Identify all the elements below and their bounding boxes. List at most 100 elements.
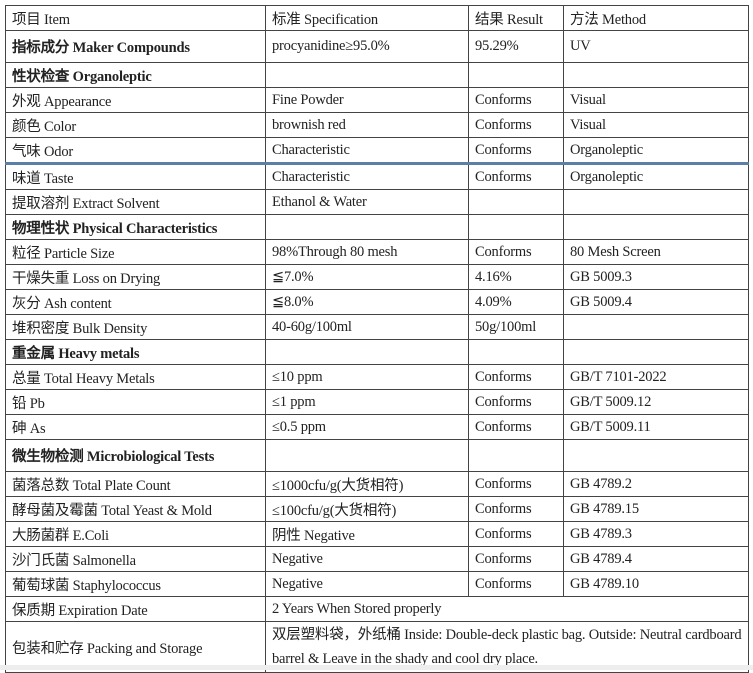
cell-method: GB 4789.3 [563,521,749,547]
cell-method: GB 4789.4 [563,546,749,572]
cell-spec: Characteristic [265,137,469,165]
cell-method: UV [563,30,749,63]
section-row: 性状检查 Organoleptic [5,62,749,88]
cell-spec: Negative [265,571,469,597]
cell-item: 外观 Appearance [5,87,266,113]
cell-result: 4.09% [468,289,564,315]
cell-method [563,62,749,88]
cell-result: Conforms [468,87,564,113]
cell-spec: ≤0.5 ppm [265,414,469,440]
cell-result: 95.29% [468,30,564,63]
cell-method: Organoleptic [563,137,749,165]
table-row: 干燥失重 Loss on Drying ≦7.0% 4.16% GB 5009.3 [5,264,749,290]
expiration-row: 保质期 Expiration Date 2 Years When Stored p… [5,596,749,622]
cell-item: 指标成分 Maker Compounds [5,30,266,63]
cell-spec: 阴性 Negative [265,521,469,547]
section-row: 重金属 Heavy metals [5,339,749,365]
cell-result: Conforms [468,389,564,415]
cell-item: 气味 Odor [5,137,266,165]
cell-spec: Fine Powder [265,87,469,113]
cell-item: 重金属 Heavy metals [5,339,266,365]
table-row: 沙门氏菌 Salmonella Negative Conforms GB 4789.4 [5,546,749,572]
cell-item: 干燥失重 Loss on Drying [5,264,266,290]
cell-result [468,439,564,472]
header-specification: 标准 Specification [265,5,469,31]
header-method: 方法 Method [563,5,749,31]
cell-spec: ≤100cfu/g(大货相符) [265,496,469,522]
cell-result: Conforms [468,471,564,497]
table-row: 铅 Pb ≤1 ppm Conforms GB/T 5009.12 [5,389,749,415]
cell-method: Organoleptic [563,163,749,190]
cell-item: 提取溶剂 Extract Solvent [5,189,266,215]
cell-method [563,339,749,365]
header-result: 结果 Result [468,5,564,31]
table-row: 灰分 Ash content ≦8.0% 4.09% GB 5009.4 [5,289,749,315]
cell-spec: 98%Through 80 mesh [265,239,469,265]
cell-spec: Negative [265,546,469,572]
cell-result: Conforms [468,112,564,138]
table-row: 大肠菌群 E.Coli 阴性 Negative Conforms GB 4789.3 [5,521,749,547]
cell-result: Conforms [468,546,564,572]
bottom-strip [0,665,753,670]
cell-result [468,339,564,365]
cell-method: GB/T 5009.11 [563,414,749,440]
cell-spec: ≦8.0% [265,289,469,315]
cell-spec: Ethanol & Water [265,189,469,215]
cell-method: GB 5009.4 [563,289,749,315]
cell-method: GB/T 5009.12 [563,389,749,415]
cell-method: GB 4789.10 [563,571,749,597]
cell-method: Visual [563,87,749,113]
cell-item: 大肠菌群 E.Coli [5,521,266,547]
section-row: 微生物检测 Microbiological Tests [5,439,749,472]
cell-method [563,439,749,472]
cell-method [563,314,749,340]
cell-result: 4.16% [468,264,564,290]
cell-item: 包装和贮存 Packing and Storage [5,621,266,673]
cell-method: GB 4789.15 [563,496,749,522]
cell-item: 粒径 Particle Size [5,239,266,265]
table-header-row: 项目 Item 标准 Specification 结果 Result 方法 Me… [5,5,749,31]
cell-item: 性状检查 Organoleptic [5,62,266,88]
cell-value: 双层塑料袋，外纸桶 Inside: Double-deck plastic ba… [265,621,749,673]
cell-method: GB/T 7101-2022 [563,364,749,390]
table-row: 总量 Total Heavy Metals ≤10 ppm Conforms GB/T… [5,364,749,390]
cell-result [468,214,564,240]
cell-result: Conforms [468,521,564,547]
cell-item: 微生物检测 Microbiological Tests [5,439,266,472]
cell-result [468,62,564,88]
cell-item: 总量 Total Heavy Metals [5,364,266,390]
cell-spec: ≤1 ppm [265,389,469,415]
cell-result: Conforms [468,571,564,597]
cell-method: Visual [563,112,749,138]
cell-item: 砷 As [5,414,266,440]
cell-item: 灰分 Ash content [5,289,266,315]
cell-spec: ≤1000cfu/g(大货相符) [265,471,469,497]
cell-spec: brownish red [265,112,469,138]
table-row: 味道 Taste Characteristic Conforms Organolept… [5,163,749,190]
section-row: 物理性状 Physical Characteristics [5,214,749,240]
cell-method: GB 5009.3 [563,264,749,290]
cell-item: 味道 Taste [5,163,266,190]
cell-spec: Characteristic [265,163,469,190]
cell-spec [265,62,469,88]
table-row: 气味 Odor Characteristic Conforms Organolepti… [5,137,749,165]
cell-spec [265,214,469,240]
cell-item: 沙门氏菌 Salmonella [5,546,266,572]
cell-item: 保质期 Expiration Date [5,596,266,622]
cell-result: Conforms [468,364,564,390]
table-row: 酵母菌及霉菌 Total Yeast & Mold ≤100cfu/g(大货相符)… [5,496,749,522]
specification-table: 项目 Item 标准 Specification 结果 Result 方法 Me… [5,5,749,673]
cell-method [563,214,749,240]
table-row: 外观 Appearance Fine Powder Conforms Visual [5,87,749,113]
cell-result: 50g/100ml [468,314,564,340]
cell-result: Conforms [468,496,564,522]
cell-item: 颜色 Color [5,112,266,138]
table-row: 粒径 Particle Size 98%Through 80 mesh Confor… [5,239,749,265]
cell-method [563,189,749,215]
cell-spec: 40-60g/100ml [265,314,469,340]
cell-result: Conforms [468,137,564,165]
cell-result: Conforms [468,163,564,190]
table-row: 砷 As ≤0.5 ppm Conforms GB/T 5009.11 [5,414,749,440]
cell-item: 铅 Pb [5,389,266,415]
table-row: 提取溶剂 Extract Solvent Ethanol & Water [5,189,749,215]
